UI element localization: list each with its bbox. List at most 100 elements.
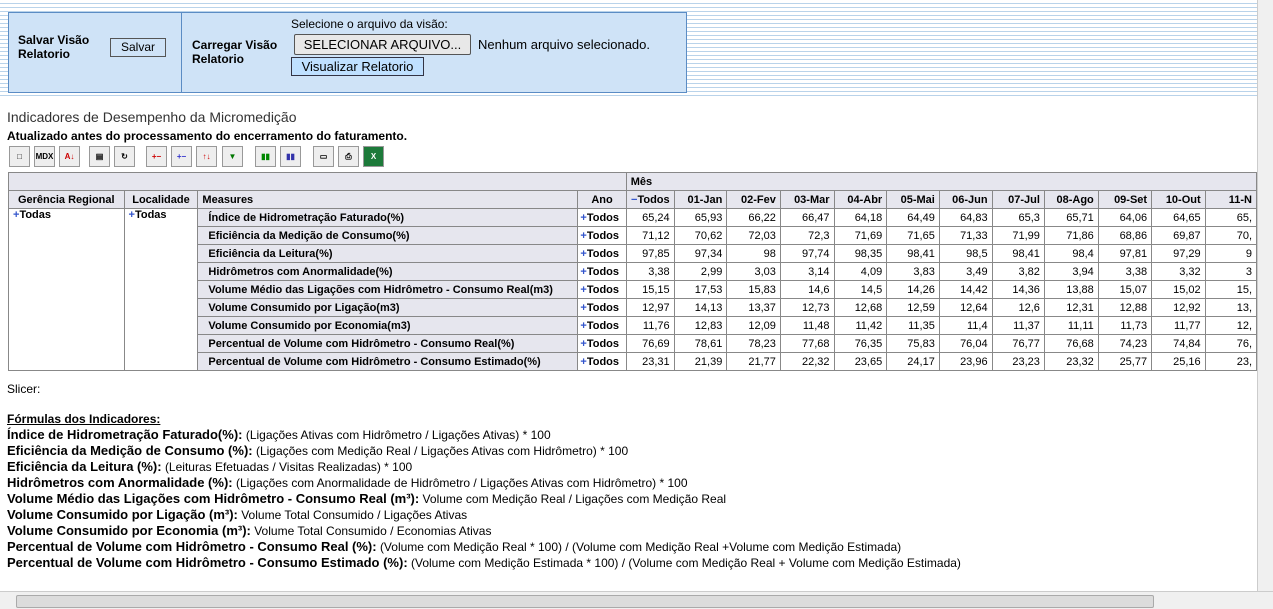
value-cell: 3,94 bbox=[1043, 262, 1099, 281]
locality-cell[interactable]: +Todas bbox=[123, 208, 199, 371]
swap-icon[interactable]: ↻ bbox=[114, 146, 135, 167]
year-cell[interactable]: +Todos bbox=[577, 226, 627, 245]
measure-cell: Volume Consumido por Economia(m3) bbox=[197, 316, 579, 335]
value-cell: 11,77 bbox=[1151, 316, 1206, 335]
expand-marker[interactable]: + bbox=[580, 265, 587, 278]
print-settings-icon[interactable]: ▭ bbox=[313, 146, 334, 167]
mdx-icon[interactable]: MDX bbox=[34, 146, 55, 167]
expand-marker[interactable]: − bbox=[631, 193, 638, 206]
horizontal-scrollbar[interactable] bbox=[0, 591, 1273, 609]
data-row: Hidrômetros com Anormalidade(%) +Todos 3,3… bbox=[9, 262, 1257, 281]
formula-name: Eficiência da Leitura (%): bbox=[7, 459, 162, 474]
expand-marker[interactable]: + bbox=[580, 319, 587, 332]
formula-line: Volume Médio das Ligações com Hidrômetro… bbox=[7, 491, 961, 507]
value-cell: 98 bbox=[726, 244, 781, 263]
sort-icon[interactable]: A↓ bbox=[59, 146, 80, 167]
scroll-thumb[interactable] bbox=[16, 595, 1154, 608]
value-cell: 76,68 bbox=[1043, 334, 1099, 353]
expand-marker[interactable]: + bbox=[580, 283, 587, 296]
value-cell: 13,37 bbox=[726, 298, 781, 317]
value-cell: 66,22 bbox=[726, 208, 781, 227]
year-cell[interactable]: +Todos bbox=[577, 298, 627, 317]
measure-cell: Hidrômetros com Anormalidade(%) bbox=[197, 262, 579, 281]
expand-icon[interactable]: +− bbox=[146, 146, 167, 167]
expand-marker[interactable]: + bbox=[580, 301, 587, 314]
year-cell[interactable]: +Todos bbox=[577, 262, 627, 281]
year-cell[interactable]: +Todos bbox=[577, 208, 627, 227]
save-button[interactable]: Salvar bbox=[110, 38, 166, 57]
formula-line: Eficiência da Medição de Consumo (%): (L… bbox=[7, 443, 961, 459]
expand-marker[interactable]: + bbox=[128, 209, 135, 222]
column-header: 02-Fev bbox=[726, 190, 781, 209]
view-button[interactable]: Visualizar Relatorio bbox=[291, 57, 424, 76]
value-cell: 76,35 bbox=[833, 334, 888, 353]
year-cell[interactable]: +Todos bbox=[577, 316, 627, 335]
column-group-header: Mês bbox=[625, 172, 1257, 191]
view-panel: Salvar Visão Relatorio Salvar Carregar V… bbox=[8, 12, 687, 93]
value-cell: 22,32 bbox=[779, 352, 835, 371]
excel-icon[interactable]: X bbox=[363, 146, 384, 167]
drill-down-icon[interactable]: ▼ bbox=[222, 146, 243, 167]
formula-line: Hidrômetros com Anormalidade (%): (Ligaç… bbox=[7, 475, 961, 491]
value-cell: 3,83 bbox=[886, 262, 940, 281]
column-header: 10-Out bbox=[1151, 190, 1206, 209]
expand-marker[interactable]: + bbox=[580, 211, 587, 224]
value-cell: 14,26 bbox=[886, 280, 940, 299]
expand-marker[interactable]: + bbox=[580, 337, 587, 350]
value-cell: 77,68 bbox=[779, 334, 835, 353]
value-cell: 3,38 bbox=[625, 262, 675, 281]
expand-marker[interactable]: + bbox=[580, 355, 587, 368]
value-cell: 11,76 bbox=[625, 316, 675, 335]
value-cell: 9 bbox=[1204, 244, 1257, 263]
value-cell: 97,85 bbox=[625, 244, 675, 263]
load-label: Carregar Visão Relatorio bbox=[192, 38, 278, 66]
value-cell: 64,06 bbox=[1097, 208, 1153, 227]
value-cell: 23,23 bbox=[991, 352, 1045, 371]
formula-line: Volume Consumido por Ligação (m³): Volum… bbox=[7, 507, 961, 523]
value-cell: 98,5 bbox=[938, 244, 993, 263]
collapse-icon[interactable]: +− bbox=[171, 146, 192, 167]
value-cell: 71,12 bbox=[625, 226, 675, 245]
value-cell: 97,34 bbox=[673, 244, 728, 263]
value-cell: 13, bbox=[1204, 298, 1257, 317]
column-header: Ano bbox=[577, 190, 627, 209]
year-cell[interactable]: +Todos bbox=[577, 244, 627, 263]
value-cell: 12,92 bbox=[1151, 298, 1206, 317]
value-cell: 75,83 bbox=[886, 334, 940, 353]
value-cell: 65,93 bbox=[673, 208, 728, 227]
expand-marker[interactable]: + bbox=[13, 209, 20, 222]
data-row: Volume Consumido por Economia(m3) +Todos 1… bbox=[9, 316, 1257, 335]
drill-icon[interactable]: ↑↓ bbox=[196, 146, 217, 167]
print-icon[interactable]: ⎙ bbox=[338, 146, 359, 167]
expand-marker[interactable]: + bbox=[580, 247, 587, 260]
value-cell: 14,42 bbox=[938, 280, 993, 299]
chart-icon[interactable]: ▮▮ bbox=[255, 146, 276, 167]
value-cell: 12,88 bbox=[1097, 298, 1153, 317]
year-cell[interactable]: +Todos bbox=[577, 334, 627, 353]
formula-line: Percentual de Volume com Hidrômetro - Co… bbox=[7, 539, 961, 555]
value-cell: 3 bbox=[1204, 262, 1257, 281]
formula-text: (Ligações Ativas com Hidrômetro / Ligaçõ… bbox=[245, 428, 551, 442]
file-button[interactable]: SELECIONAR ARQUIVO... bbox=[294, 34, 471, 55]
value-cell: 15, bbox=[1204, 280, 1257, 299]
pivot-table-wrap: Mês Gerência Regional Localidade Measures An… bbox=[8, 172, 1257, 380]
report: Indicadores de Desempenho da Micromediçã… bbox=[0, 96, 1257, 591]
column-header: 03-Mar bbox=[779, 190, 835, 209]
value-cell: 71,69 bbox=[833, 226, 888, 245]
value-cell: 12,83 bbox=[673, 316, 728, 335]
expand-marker[interactable]: + bbox=[580, 229, 587, 242]
value-cell: 25,77 bbox=[1097, 352, 1153, 371]
year-cell[interactable]: +Todos bbox=[577, 280, 627, 299]
chart-config-icon[interactable]: ▮▮ bbox=[280, 146, 301, 167]
region-cell[interactable]: +Todas bbox=[8, 208, 125, 371]
cube-icon[interactable]: □ bbox=[9, 146, 30, 167]
table-icon[interactable]: ▤ bbox=[89, 146, 110, 167]
formula-name: Percentual de Volume com Hidrômetro - Co… bbox=[7, 539, 377, 554]
value-cell: 3,49 bbox=[938, 262, 993, 281]
value-cell: 11,37 bbox=[991, 316, 1045, 335]
vertical-scrollbar[interactable] bbox=[1257, 0, 1273, 591]
column-header: Localidade bbox=[123, 190, 199, 209]
formula-name: Índice de Hidrometração Faturado(%): bbox=[7, 427, 243, 442]
year-cell[interactable]: +Todos bbox=[577, 352, 627, 371]
